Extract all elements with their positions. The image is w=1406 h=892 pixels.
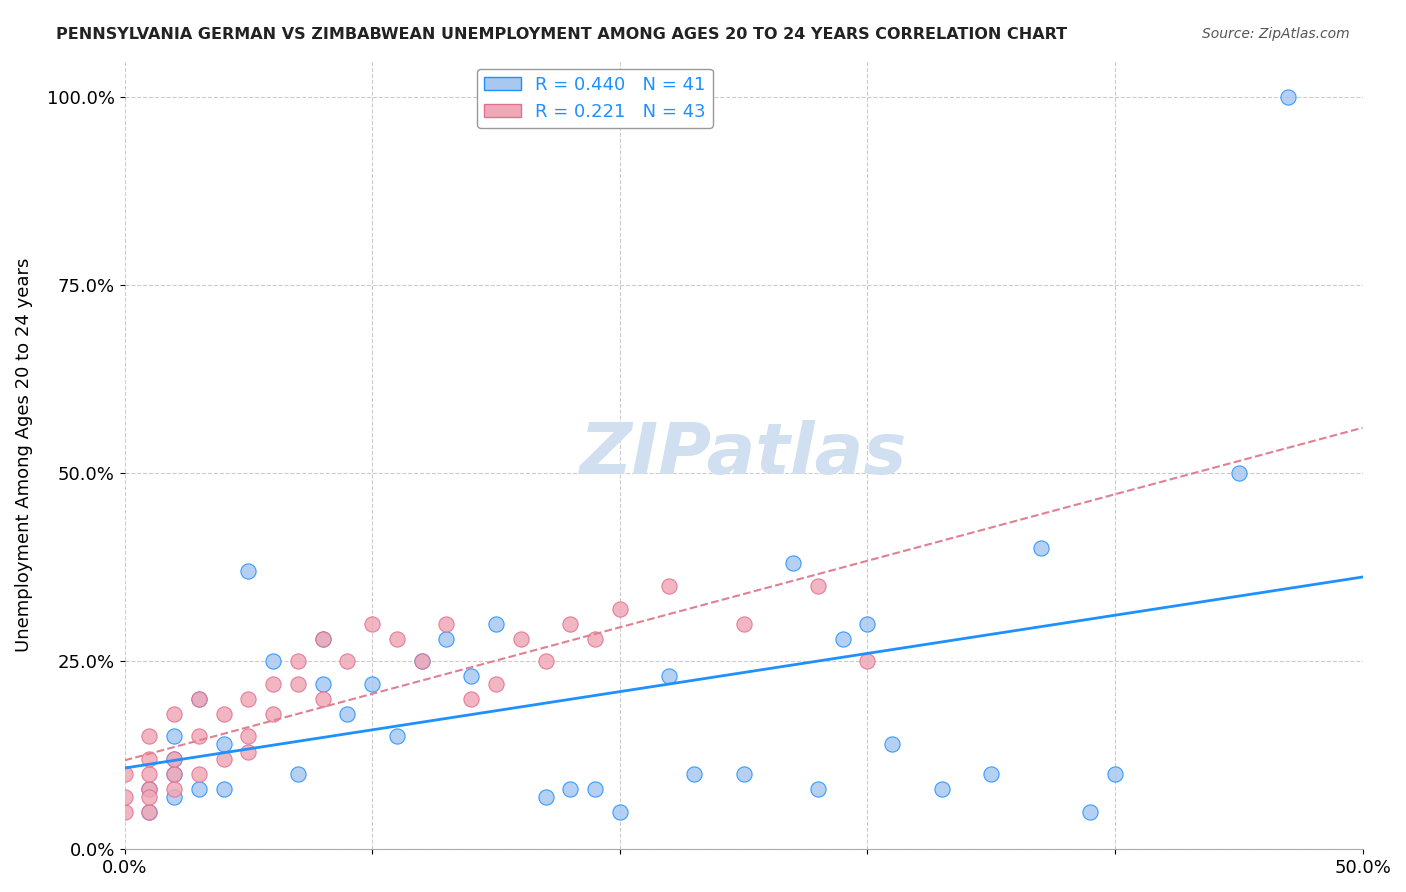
Point (485, 677, 508, 691)
Point (361, 677, 384, 691)
Point (138, 782, 160, 797)
Point (262, 706, 284, 721)
Point (163, 752, 186, 766)
Point (138, 730, 160, 744)
Point (1104, 767, 1126, 781)
Point (980, 767, 1002, 781)
Point (238, 691, 260, 706)
Point (187, 782, 209, 797)
Point (212, 706, 235, 721)
Point (138, 805, 160, 819)
Point (436, 616, 458, 631)
Point (683, 767, 706, 781)
Point (163, 782, 186, 797)
Point (163, 706, 186, 721)
Point (163, 767, 186, 781)
Point (658, 669, 681, 683)
Point (436, 632, 458, 646)
Point (238, 564, 260, 578)
Point (163, 767, 186, 781)
Point (336, 654, 359, 668)
Point (534, 789, 557, 804)
Point (831, 632, 853, 646)
Point (238, 744, 260, 758)
Text: ZIPatlas: ZIPatlas (579, 420, 907, 489)
Point (138, 767, 160, 781)
Point (1227, 467, 1250, 481)
Point (807, 579, 830, 593)
Point (856, 654, 879, 668)
Point (560, 782, 582, 797)
Point (287, 767, 309, 781)
Point (238, 730, 260, 744)
Point (509, 632, 531, 646)
Text: Source: ZipAtlas.com: Source: ZipAtlas.com (1202, 27, 1350, 41)
Point (485, 616, 508, 631)
Point (807, 782, 830, 797)
Point (287, 654, 309, 668)
Text: PENNSYLVANIA GERMAN VS ZIMBABWEAN UNEMPLOYMENT AMONG AGES 20 TO 24 YEARS CORRELA: PENNSYLVANIA GERMAN VS ZIMBABWEAN UNEMPL… (56, 27, 1067, 42)
Point (560, 616, 582, 631)
Point (114, 805, 136, 819)
Point (460, 669, 482, 683)
Point (212, 782, 235, 797)
Point (187, 691, 209, 706)
Point (138, 789, 160, 804)
Point (262, 677, 284, 691)
Point (1078, 805, 1101, 819)
Point (411, 654, 433, 668)
Point (385, 730, 408, 744)
Point (138, 782, 160, 797)
Point (658, 579, 681, 593)
Point (361, 616, 384, 631)
Legend: R = 0.440   N = 41, R = 0.221   N = 43: R = 0.440 N = 41, R = 0.221 N = 43 (477, 69, 713, 128)
Point (733, 767, 755, 781)
Point (187, 767, 209, 781)
Point (411, 654, 433, 668)
Point (609, 601, 631, 615)
Point (733, 616, 755, 631)
Point (187, 691, 209, 706)
Point (163, 752, 186, 766)
Point (534, 654, 557, 668)
Point (312, 677, 335, 691)
Point (114, 789, 136, 804)
Y-axis label: Unemployment Among Ages 20 to 24 years: Unemployment Among Ages 20 to 24 years (15, 257, 32, 652)
Point (187, 730, 209, 744)
Point (312, 632, 335, 646)
Point (114, 767, 136, 781)
Point (287, 677, 309, 691)
Point (609, 805, 631, 819)
Point (163, 730, 186, 744)
Point (163, 789, 186, 804)
Point (782, 557, 804, 571)
Point (1029, 541, 1052, 556)
Point (212, 752, 235, 766)
Point (312, 632, 335, 646)
Point (138, 805, 160, 819)
Point (212, 737, 235, 751)
Point (583, 782, 606, 797)
Point (931, 782, 953, 797)
Point (882, 737, 904, 751)
Point (856, 616, 879, 631)
Point (460, 691, 482, 706)
Point (583, 632, 606, 646)
Point (138, 752, 160, 766)
Point (312, 691, 335, 706)
Point (336, 706, 359, 721)
Point (385, 632, 408, 646)
Point (262, 654, 284, 668)
Point (1277, 90, 1299, 104)
